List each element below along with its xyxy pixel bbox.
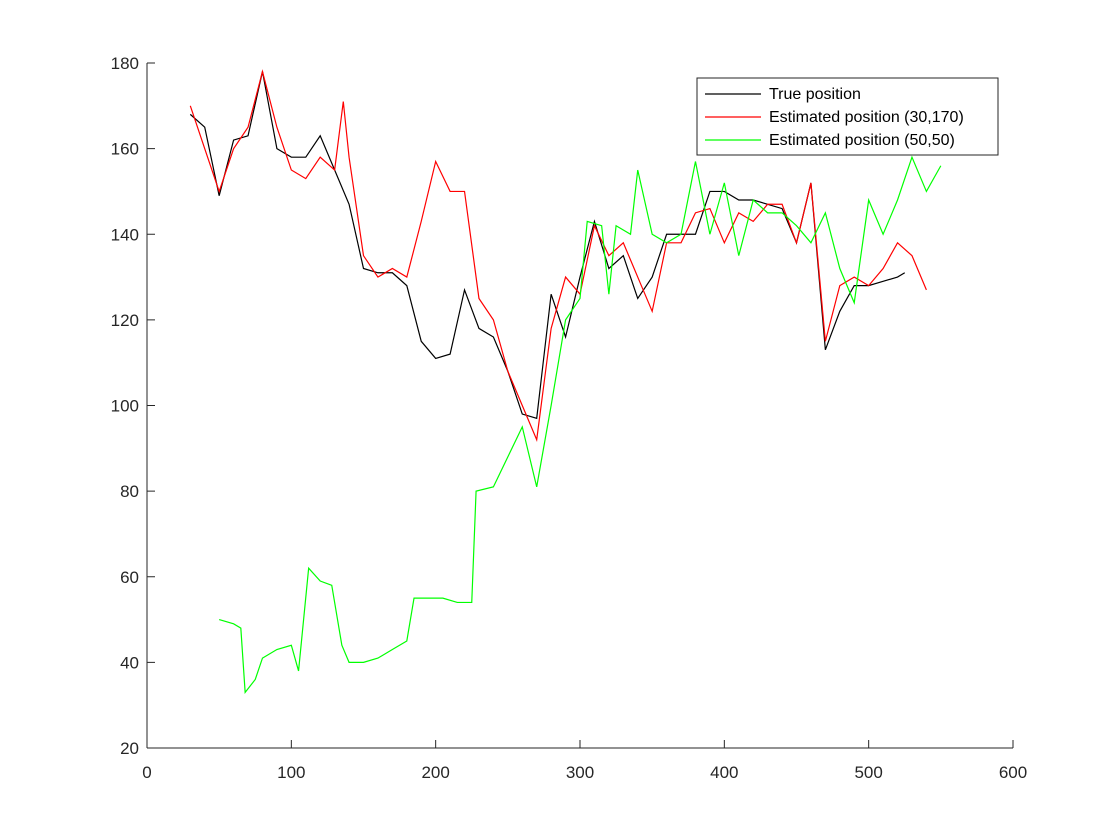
x-tick-label: 500: [854, 763, 882, 782]
x-tick-label: 400: [710, 763, 738, 782]
y-tick-label: 60: [120, 568, 139, 587]
series-line: [189, 69, 927, 443]
x-tick-label: 100: [277, 763, 305, 782]
y-tick-label: 80: [120, 482, 139, 501]
y-tick-label: 120: [111, 311, 139, 330]
series-line: [218, 155, 942, 694]
y-tick-label: 100: [111, 397, 139, 416]
x-tick-label: 200: [421, 763, 449, 782]
x-tick-label: 300: [566, 763, 594, 782]
legend-label: True position: [769, 86, 861, 103]
legend-label: Estimated position (50,50): [769, 132, 955, 149]
y-tick-label: 160: [111, 140, 139, 159]
legend-label: Estimated position (30,170): [769, 109, 964, 126]
y-tick-label: 20: [120, 739, 139, 758]
x-tick-label: 0: [142, 763, 151, 782]
legend: True position Estimated position (30,170)…: [696, 77, 999, 156]
y-tick-label: 180: [111, 54, 139, 73]
y-tick-label: 140: [111, 225, 139, 244]
x-tick-label: 600: [999, 763, 1027, 782]
y-tick-label: 40: [120, 653, 139, 672]
